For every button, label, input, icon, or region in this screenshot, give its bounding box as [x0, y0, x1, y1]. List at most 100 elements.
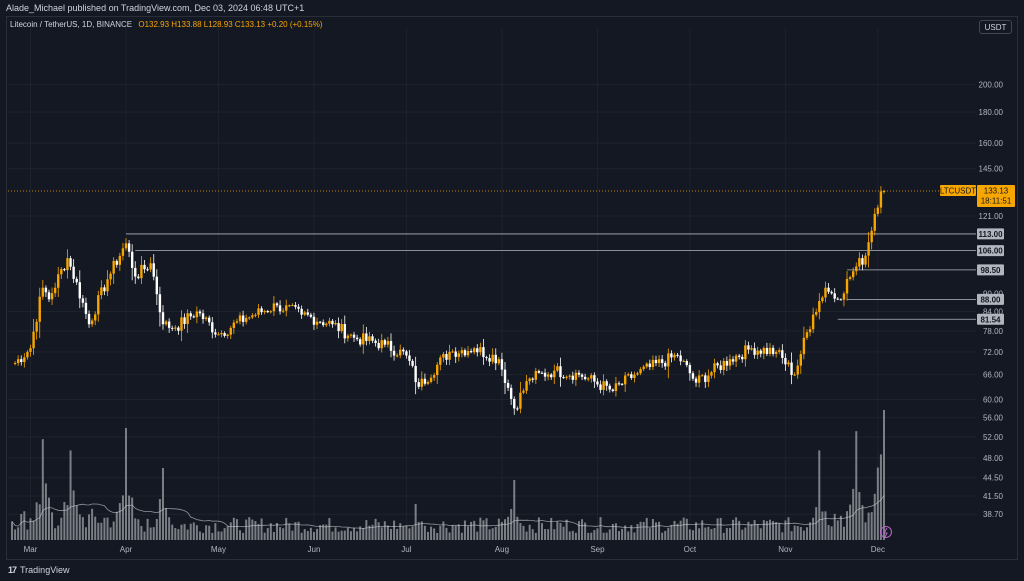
candle-body — [614, 383, 618, 391]
candle-body — [380, 340, 383, 349]
volume-bar — [254, 521, 257, 540]
volume-bar — [430, 526, 433, 540]
candle-body — [140, 264, 143, 279]
volume-bar — [547, 529, 550, 540]
volume-bar — [189, 523, 192, 540]
volume-bar — [735, 517, 738, 540]
volume-bar — [670, 524, 673, 540]
volume-bar — [494, 526, 497, 540]
footer-brand[interactable]: TradingView — [20, 565, 70, 575]
candle-body — [815, 312, 818, 315]
volume-bar — [192, 522, 195, 540]
tradingview-logo-icon[interactable]: 17 — [8, 565, 17, 575]
candle-body — [93, 314, 97, 321]
candle-body — [41, 287, 45, 297]
candle-body — [577, 372, 581, 375]
candle-body — [648, 363, 652, 368]
volume-bar — [639, 521, 642, 540]
volume-bar — [587, 532, 590, 540]
volume-bar — [636, 524, 639, 540]
candle-body — [842, 293, 846, 300]
candle-body — [543, 372, 547, 377]
candle-body — [426, 381, 430, 384]
volume-bar — [81, 517, 84, 540]
volume-bar — [654, 522, 657, 540]
volume-bar — [627, 531, 630, 540]
volume-bar — [303, 529, 306, 540]
volume-bar — [605, 532, 608, 540]
volume-bar — [245, 519, 248, 540]
candle-body — [281, 310, 285, 312]
candle-body — [488, 358, 491, 362]
candle-body — [694, 378, 698, 383]
level-price-tag — [977, 313, 1004, 325]
level-price-tag — [977, 245, 1004, 257]
candle-body — [269, 311, 273, 313]
volume-bar — [682, 517, 685, 540]
level-price-label: 98.50 — [980, 266, 1001, 275]
candle-body — [787, 362, 790, 365]
candle-body — [620, 383, 624, 385]
volume-bar — [140, 525, 143, 540]
candle-body — [670, 353, 673, 358]
volume-bar — [460, 532, 463, 540]
volume-bar — [701, 520, 704, 540]
candle-body — [186, 313, 189, 325]
candle-body — [688, 365, 692, 374]
volume-bar — [115, 511, 118, 540]
volume-bar — [719, 517, 722, 540]
volume-bar — [100, 522, 103, 540]
candle-body — [340, 324, 343, 332]
candle-body — [257, 308, 260, 315]
candle-body — [737, 355, 741, 357]
candle-body — [266, 311, 269, 313]
candle-body — [420, 378, 424, 387]
candle-body — [294, 305, 297, 307]
symbol-title[interactable]: Litecoin / TetherUS, 1D, BINANCE — [10, 20, 133, 29]
volume-bar — [371, 524, 374, 540]
candle-body — [503, 369, 507, 383]
volume-bar — [288, 523, 291, 540]
volume-bar — [408, 528, 411, 540]
candle-body — [802, 337, 806, 355]
volume-bar — [41, 439, 44, 540]
volume-bar — [380, 527, 383, 540]
price-tick-label: 38.70 — [983, 510, 1004, 519]
volume-bar — [177, 529, 180, 540]
time-tick-label: Apr — [120, 545, 133, 554]
volume-bar — [106, 517, 109, 540]
candle-body — [864, 255, 867, 265]
volume-bar — [467, 526, 470, 540]
candle-body — [309, 314, 313, 317]
candle-body — [208, 317, 211, 323]
volume-bar — [824, 511, 827, 540]
candle-body — [204, 317, 208, 320]
candle-body — [685, 360, 688, 366]
candle-body — [873, 213, 876, 231]
candle-body — [651, 359, 655, 368]
volume-bar — [698, 528, 701, 540]
volume-bar — [753, 520, 756, 540]
volume-bar — [618, 531, 621, 540]
volume-bar — [497, 518, 500, 540]
candle-body — [291, 305, 294, 307]
event-marker-icon — [880, 526, 892, 538]
candle-body — [149, 263, 152, 270]
volume-bar — [463, 520, 466, 540]
volume-bar — [32, 520, 35, 540]
volume-bar — [343, 530, 346, 540]
candle-body — [171, 327, 174, 329]
volume-bar — [229, 522, 232, 540]
volume-bar — [842, 526, 845, 540]
volume-bar — [870, 512, 873, 540]
volume-bar — [275, 522, 278, 540]
currency-button[interactable]: USDT — [979, 20, 1012, 34]
candle-body — [590, 375, 593, 379]
candle-body — [784, 357, 787, 365]
candle-body — [762, 347, 766, 354]
volume-bar — [158, 498, 161, 540]
volume-bar — [235, 519, 238, 540]
candle-body — [491, 354, 494, 362]
candle-body — [596, 381, 599, 385]
